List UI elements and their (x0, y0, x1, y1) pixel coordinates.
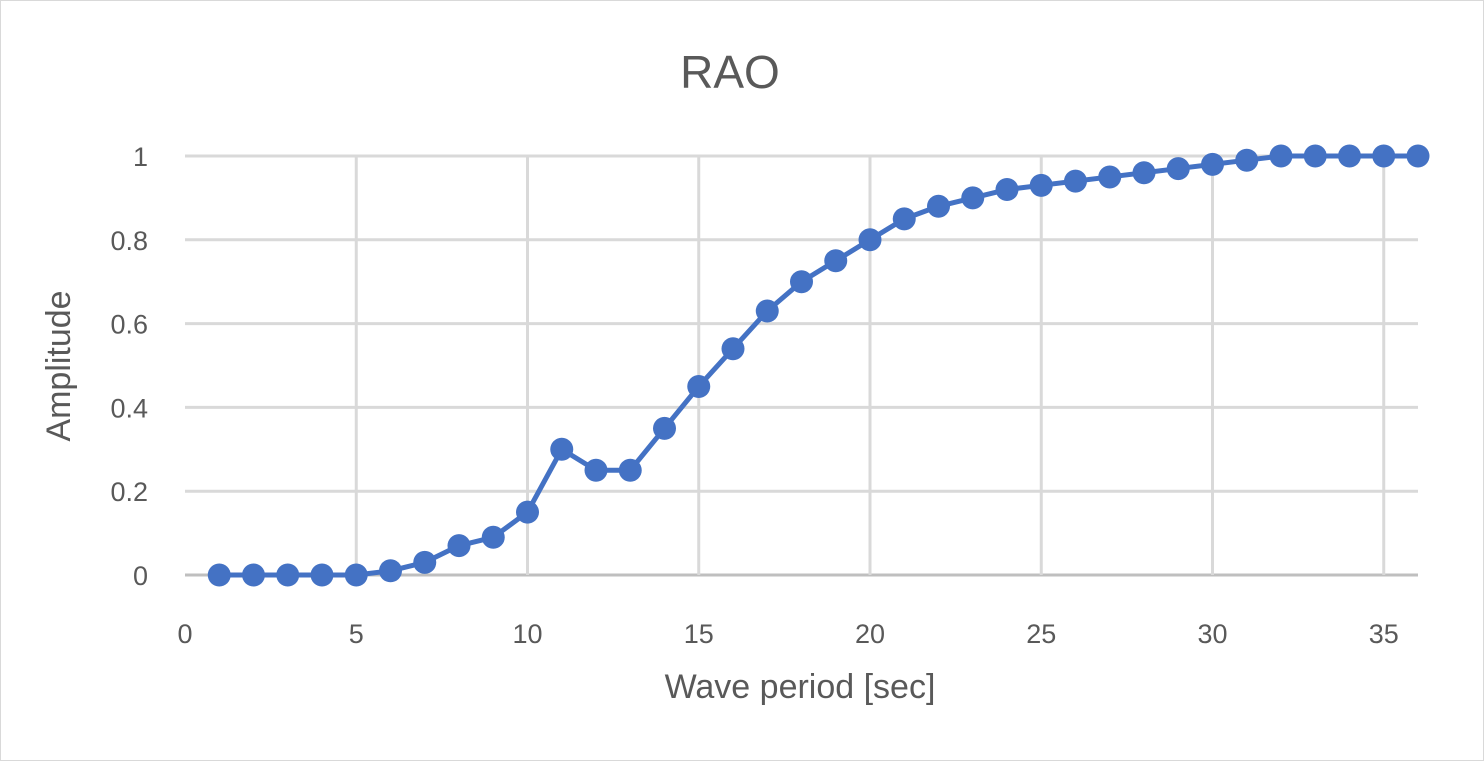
data-point (1166, 157, 1190, 181)
series-rao (207, 144, 1430, 587)
data-point (207, 563, 231, 587)
x-tick-label: 25 (1026, 619, 1056, 649)
data-point (1201, 152, 1224, 176)
y-tick-label: 0.6 (110, 310, 148, 340)
data-point (687, 374, 711, 398)
chart-title: RAO (680, 46, 780, 98)
data-point (1064, 169, 1087, 193)
data-point (481, 525, 505, 549)
data-point (447, 534, 471, 558)
data-point (721, 337, 745, 361)
x-axis-title: Wave period [sec] (665, 668, 936, 706)
data-point (790, 270, 813, 294)
data-point (961, 186, 985, 210)
y-axis-title: Amplitude (40, 290, 78, 441)
data-point (1029, 173, 1053, 197)
data-point (413, 550, 437, 574)
data-point (550, 437, 574, 461)
data-point (755, 299, 779, 323)
data-point (892, 207, 916, 231)
data-point (995, 178, 1019, 202)
y-tick-label: 1 (133, 142, 148, 172)
data-point (276, 563, 300, 587)
x-tick-label: 0 (177, 619, 192, 649)
y-tick-label: 0.4 (110, 393, 148, 423)
y-tick-label: 0.2 (110, 477, 148, 507)
data-point (584, 458, 608, 482)
data-point (1235, 148, 1259, 172)
x-tick-label: 5 (349, 619, 364, 649)
x-tick-label: 30 (1197, 619, 1227, 649)
data-point (653, 416, 676, 440)
x-tick-label: 15 (684, 619, 714, 649)
series-line (219, 153, 1418, 578)
x-tick-label: 35 (1369, 619, 1399, 649)
data-point (927, 194, 950, 218)
data-point (242, 563, 265, 587)
y-tick-label: 0 (133, 561, 148, 591)
y-tick-label: 0.8 (110, 226, 148, 256)
data-point (824, 249, 848, 273)
data-point (1269, 144, 1293, 168)
data-point (516, 500, 539, 524)
data-point (858, 228, 882, 252)
y-tick-labels: 0 0.2 0.4 0.6 0.8 1 (110, 142, 148, 591)
data-point (618, 458, 642, 482)
data-point (310, 563, 334, 587)
data-point (1132, 161, 1156, 185)
data-point (1372, 144, 1396, 168)
x-tick-labels: 0 5 10 15 20 25 30 35 (177, 619, 1398, 649)
data-point (379, 559, 402, 583)
data-point (1098, 165, 1122, 189)
data-point (1406, 144, 1430, 168)
data-point (344, 563, 368, 587)
gridlines (185, 154, 1418, 577)
x-tick-label: 10 (512, 619, 542, 649)
x-tick-label: 20 (855, 619, 885, 649)
data-point (1338, 144, 1361, 168)
data-point (1303, 144, 1327, 168)
